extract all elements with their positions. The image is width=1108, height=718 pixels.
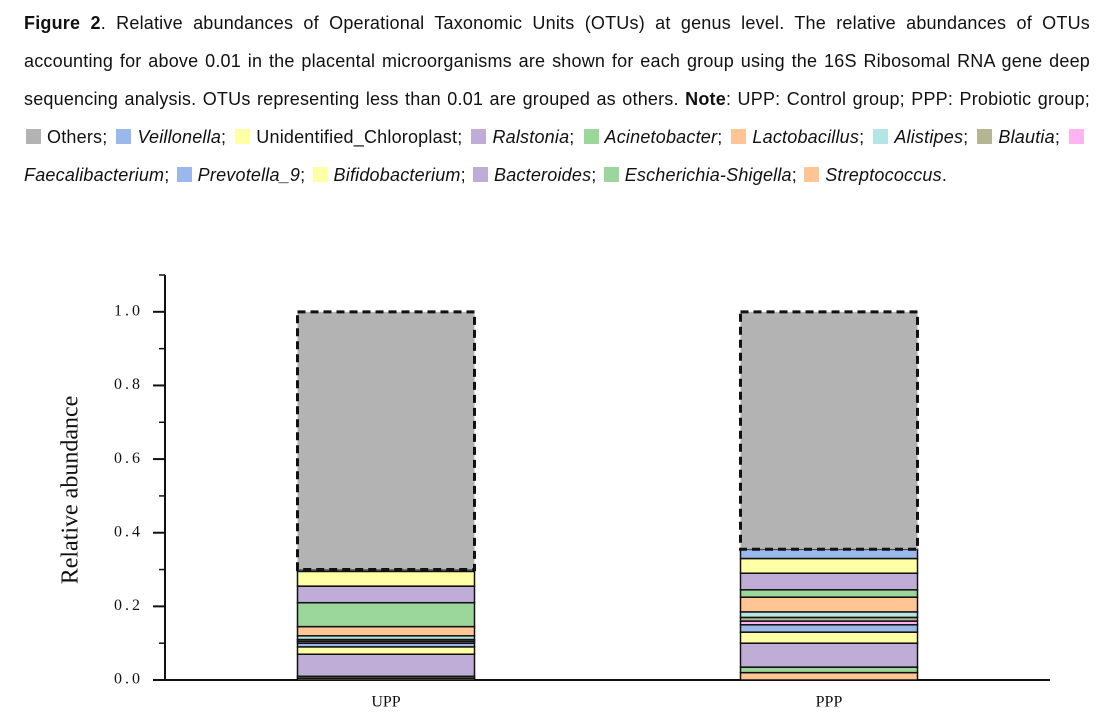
- y-tick-label: 0.8: [114, 376, 143, 393]
- legend-swatch: [312, 167, 328, 182]
- caption-text: . Relative abundances of Operational Tax…: [24, 13, 1090, 109]
- legend-label: Ralstonia: [492, 127, 570, 147]
- caption-text: Figure 2: [24, 13, 101, 33]
- x-tick-label: PPP: [816, 694, 843, 711]
- legend-label: Veillonella: [137, 127, 222, 147]
- x-tick-label: UPP: [371, 694, 400, 711]
- caption-punctuation: ;: [963, 127, 976, 147]
- legend-swatch: [116, 129, 132, 144]
- legend-label: Faecalibacterium: [24, 165, 165, 185]
- caption-punctuation: ;: [569, 127, 582, 147]
- legend-label: Bifidobacterium: [333, 165, 461, 185]
- caption-punctuation: ;: [457, 127, 470, 147]
- caption-punctuation: ;: [859, 127, 872, 147]
- bar-segment: [296, 653, 476, 678]
- bar-segment: [739, 557, 919, 574]
- caption-punctuation: .: [941, 165, 948, 185]
- y-tick-label: 0.0: [114, 671, 143, 688]
- y-tick-label: 0.6: [114, 450, 143, 467]
- legend-label: Blautia: [998, 127, 1055, 147]
- legend-swatch: [977, 129, 993, 144]
- legend-swatch: [804, 167, 820, 182]
- legend-swatch: [1069, 129, 1085, 144]
- bar-segment: [739, 589, 919, 598]
- y-tick-label: 0.2: [114, 597, 143, 614]
- bar-segment: [739, 572, 919, 591]
- caption-punctuation: ;: [102, 127, 115, 147]
- y-tick-label: 1.0: [114, 302, 143, 319]
- bar-segment: [739, 310, 919, 551]
- bar-segment: [296, 570, 476, 587]
- legend-label: Lactobacillus: [752, 127, 860, 147]
- bar-segment: [296, 646, 476, 655]
- legend-label: Acinetobacter: [604, 127, 718, 147]
- caption-punctuation: ;: [1054, 127, 1068, 147]
- bar-segment: [739, 631, 919, 644]
- legend-swatch: [26, 129, 41, 144]
- caption-punctuation: ;: [591, 165, 602, 185]
- legend-swatch: [471, 129, 487, 144]
- legend-label: Others: [47, 127, 103, 147]
- caption-punctuation: ;: [791, 165, 803, 185]
- legend-swatch: [603, 167, 619, 182]
- legend-swatch: [583, 129, 599, 144]
- legend-label: Alistipes: [894, 127, 964, 147]
- legend-swatch: [176, 167, 192, 182]
- caption-text: : UPP: Control group; PPP: Probiotic gro…: [725, 89, 1090, 109]
- caption-punctuation: ;: [460, 165, 472, 185]
- legend-label: Unidentified_Chloroplast: [256, 127, 458, 147]
- caption-punctuation: ;: [300, 165, 311, 185]
- legend-label: Escherichia-Shigella: [624, 165, 792, 185]
- legend-label: Prevotella_9: [197, 165, 301, 185]
- bar-segment: [296, 310, 476, 572]
- bar-segment: [296, 585, 476, 604]
- legend-label: Streptococcus: [825, 165, 942, 185]
- bar-segment: [739, 611, 919, 619]
- caption-text: Note: [685, 89, 726, 109]
- bar-segment: [739, 596, 919, 613]
- caption-punctuation: ;: [717, 127, 730, 147]
- legend-swatch: [731, 129, 747, 144]
- bar-segment: [739, 642, 919, 668]
- bar-segment: [739, 624, 919, 633]
- caption-punctuation: ;: [164, 165, 175, 185]
- figure-caption: Figure 2. Relative abundances of Operati…: [24, 4, 1090, 194]
- y-tick-label: 0.4: [114, 523, 143, 540]
- legend-swatch: [473, 167, 489, 182]
- caption-punctuation: ;: [221, 127, 234, 147]
- bar-segment: [739, 671, 919, 681]
- bar-segment: [739, 666, 919, 674]
- y-axis-label: Relative abundance: [58, 396, 84, 585]
- legend-label: Bacteroides: [494, 165, 592, 185]
- legend-swatch: [873, 129, 889, 144]
- bar-segment: [296, 601, 476, 628]
- bar-segment: [296, 625, 476, 637]
- legend-swatch: [235, 129, 251, 144]
